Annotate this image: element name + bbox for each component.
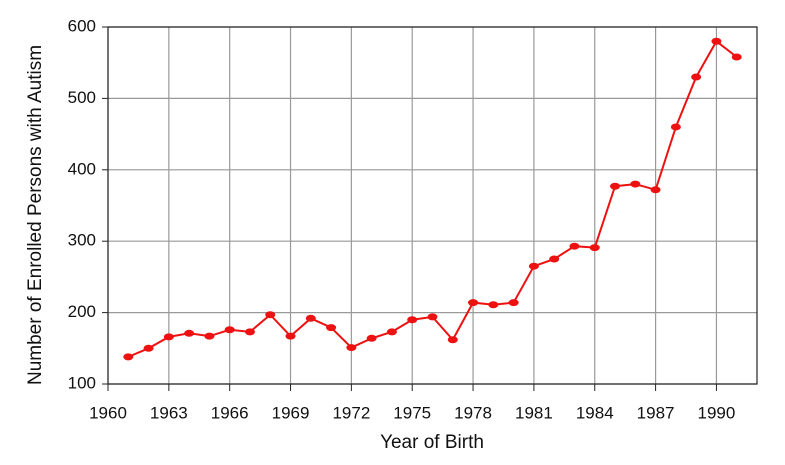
point (447, 336, 458, 344)
point (670, 123, 681, 131)
x-axis-title: Year of Birth (380, 432, 484, 453)
point (610, 182, 621, 190)
point (123, 353, 134, 361)
point (366, 334, 377, 342)
x-tick-label: 1987 (637, 403, 675, 422)
y-tick-label: 100 (68, 373, 96, 392)
point (630, 180, 641, 188)
point (305, 314, 316, 322)
y-axis-title: Number of Enrolled Persons with Autism (25, 45, 46, 385)
point (244, 328, 255, 336)
x-tick-label: 1981 (515, 403, 553, 422)
y-tick-label: 200 (68, 302, 96, 321)
x-tick-label: 1963 (150, 403, 188, 422)
point (508, 299, 519, 307)
x-tick-label: 1969 (272, 403, 310, 422)
y-tick-label: 500 (68, 88, 96, 107)
point (224, 326, 235, 334)
point (488, 301, 499, 309)
point (711, 37, 722, 45)
point (549, 255, 560, 263)
point (427, 313, 438, 321)
line (127, 39, 738, 358)
point (407, 316, 418, 324)
point (589, 244, 600, 252)
point (143, 344, 154, 352)
x-tick-label: 1966 (211, 403, 249, 422)
x-tick-label: 1975 (393, 403, 431, 422)
x-tick-label: 1960 (89, 403, 127, 422)
y-tick-label: 300 (68, 231, 96, 250)
x-tick-label: 1972 (332, 403, 370, 422)
point (326, 324, 337, 332)
point (386, 328, 397, 336)
x-tick-label: 1978 (454, 403, 492, 422)
y-tick-label: 600 (68, 16, 96, 35)
point (650, 186, 661, 194)
point (468, 299, 479, 307)
x-tick-label: 1990 (698, 403, 736, 422)
point (285, 332, 296, 340)
point (265, 311, 276, 319)
point (163, 333, 174, 341)
point (204, 332, 215, 340)
point (731, 53, 742, 61)
point (528, 262, 539, 270)
point (346, 344, 357, 352)
point (691, 73, 702, 81)
point (184, 329, 195, 337)
y-tick-label: 400 (68, 159, 96, 178)
plot-frame (107, 26, 758, 385)
point (569, 242, 580, 250)
x-tick-label: 1984 (576, 403, 614, 422)
